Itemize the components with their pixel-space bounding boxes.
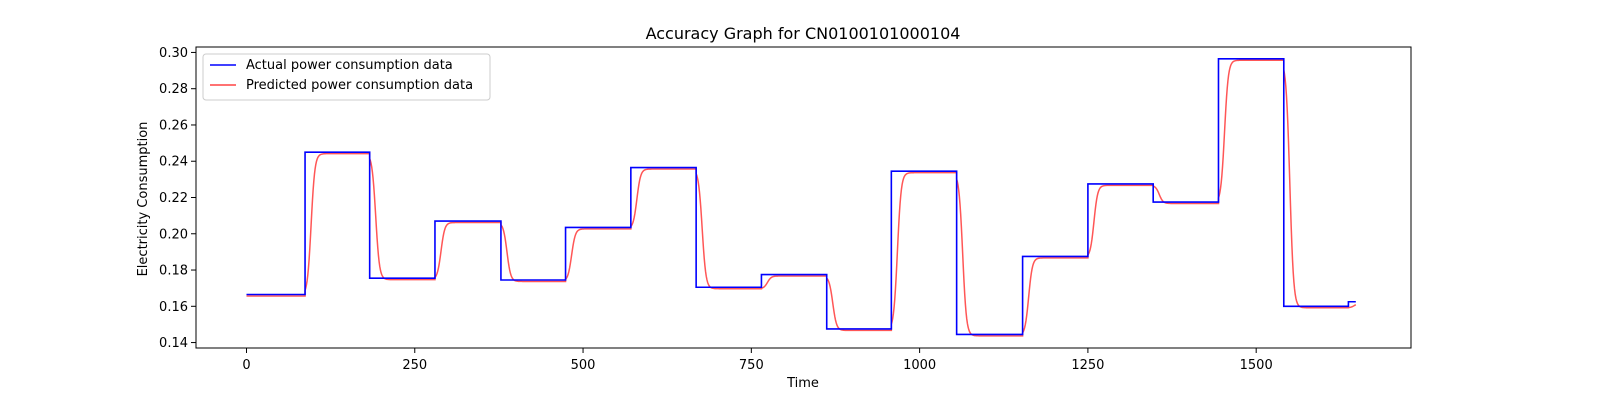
y-tick-label: 0.28 [159, 82, 188, 97]
x-tick-label: 0 [242, 358, 250, 373]
x-tick-label: 750 [739, 358, 764, 373]
legend: Actual power consumption data Predicted … [202, 53, 491, 101]
y-tick-label: 0.30 [159, 46, 188, 61]
series-line-predicted [246, 59, 1357, 337]
y-tick-label: 0.18 [159, 264, 188, 279]
x-tick-label: 1500 [1240, 358, 1273, 373]
y-tick-label: 0.14 [159, 336, 188, 351]
x-tick-label: 1000 [903, 358, 936, 373]
series-layer [246, 57, 1357, 337]
x-tick-label: 500 [571, 358, 596, 373]
y-tick-label: 0.26 [159, 118, 188, 133]
x-axis-label: Time [786, 376, 819, 391]
x-axis-ticks: 0 250 500 750 1000 1250 1500 [242, 348, 1273, 373]
y-tick-label: 0.22 [159, 191, 188, 206]
chart-title: Accuracy Graph for CN0100101000104 [646, 24, 961, 43]
series-line-actual [246, 57, 1356, 336]
x-tick-label: 1250 [1071, 358, 1104, 373]
y-axis-label: Electricity Consumption [136, 122, 151, 277]
legend-label-actual: Actual power consumption data [246, 58, 453, 73]
y-axis-ticks: 0.14 0.16 0.18 0.20 0.22 0.24 0.26 0.28 0.30 [159, 46, 196, 351]
legend-label-predicted: Predicted power consumption data [246, 78, 473, 93]
x-tick-label: 250 [402, 358, 427, 373]
y-tick-label: 0.16 [159, 300, 188, 315]
legend-box [202, 53, 491, 101]
y-tick-label: 0.24 [159, 155, 188, 170]
y-tick-label: 0.20 [159, 227, 188, 242]
